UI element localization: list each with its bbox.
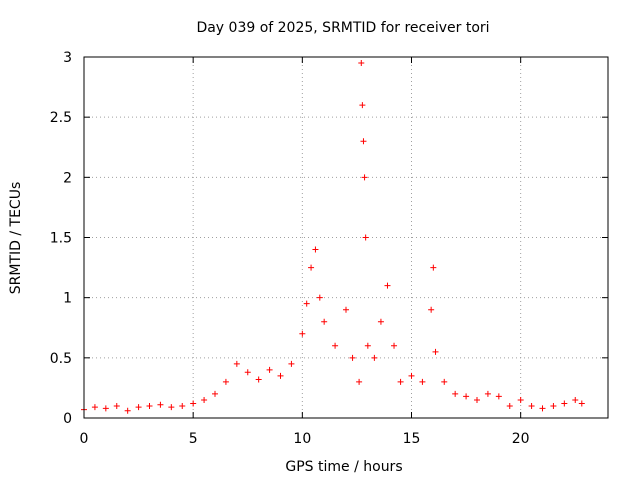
data-point — [244, 369, 251, 376]
y-tick-label: 2 — [63, 170, 72, 186]
y-tick-label: 1.5 — [50, 231, 72, 247]
y-tick-label: 0 — [63, 411, 72, 427]
x-tick-label: 5 — [189, 431, 198, 447]
data-point — [362, 234, 369, 241]
data-point — [359, 102, 366, 109]
data-point — [288, 360, 295, 367]
x-axis-label: GPS time / hours — [285, 459, 402, 475]
data-point — [550, 402, 557, 409]
x-tick-label: 20 — [512, 431, 530, 447]
y-tick-label: 0.5 — [50, 351, 72, 367]
data-point — [332, 342, 339, 349]
data-point — [312, 246, 319, 253]
data-point — [277, 372, 284, 379]
data-point — [539, 405, 546, 412]
data-point — [299, 330, 306, 337]
data-point — [157, 401, 164, 408]
data-point — [364, 342, 371, 349]
data-point — [222, 378, 229, 385]
data-point — [528, 402, 535, 409]
grid-lines — [84, 57, 608, 418]
data-point — [506, 402, 513, 409]
x-tick-label: 10 — [293, 431, 311, 447]
data-point — [321, 318, 328, 325]
data-point — [517, 396, 524, 403]
data-point — [179, 402, 186, 409]
data-point — [371, 354, 378, 361]
data-point — [308, 264, 315, 271]
data-point — [360, 138, 367, 145]
data-point — [419, 378, 426, 385]
data-point — [233, 360, 240, 367]
data-point — [190, 400, 197, 407]
data-point — [384, 282, 391, 289]
x-tick-label: 15 — [403, 431, 421, 447]
data-point — [303, 300, 310, 307]
y-tick-label: 2.5 — [50, 110, 72, 126]
data-point — [495, 393, 502, 400]
data-point — [484, 390, 491, 397]
data-point — [361, 174, 368, 181]
data-point — [343, 306, 349, 313]
data-point — [561, 400, 568, 407]
data-point — [113, 402, 120, 409]
data-point — [168, 404, 175, 411]
data-point — [135, 404, 142, 411]
data-point — [124, 407, 131, 414]
data-point — [397, 378, 404, 385]
data-point — [316, 294, 323, 301]
data-point — [578, 400, 585, 407]
data-point — [212, 390, 218, 397]
data-point — [452, 390, 459, 397]
data-point — [432, 348, 439, 355]
data-point — [255, 376, 262, 383]
data-point — [408, 372, 415, 379]
data-point — [356, 378, 363, 385]
data-point — [572, 396, 579, 403]
y-tick-label: 3 — [63, 50, 72, 66]
data-point — [266, 366, 273, 373]
data-point — [463, 393, 470, 400]
data-point — [102, 405, 109, 412]
data-point — [430, 264, 437, 271]
axis-ticks: 0 0.5 1 1.5 2 2.5 3 0 5 10 15 20 — [50, 50, 608, 447]
data-point — [91, 404, 98, 411]
y-tick-label: 1 — [63, 291, 72, 307]
data-point — [428, 306, 435, 313]
x-tick-label: 0 — [80, 431, 89, 447]
data-point — [377, 318, 384, 325]
data-point — [349, 354, 356, 361]
data-point — [391, 342, 398, 349]
data-point — [474, 396, 480, 403]
y-axis-label: SRMTID / TECUs — [8, 182, 24, 295]
data-point — [201, 396, 208, 403]
chart-title: Day 039 of 2025, SRMTID for receiver tor… — [196, 20, 489, 36]
data-point — [146, 402, 153, 409]
data-points — [81, 60, 585, 414]
data-point — [358, 60, 365, 67]
data-point — [441, 378, 448, 385]
